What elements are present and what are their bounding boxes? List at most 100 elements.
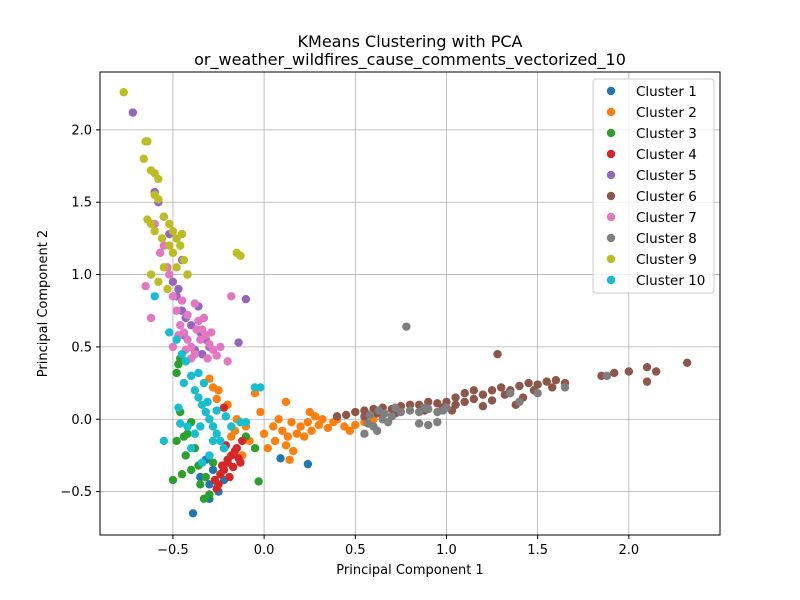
legend-marker (606, 254, 616, 264)
data-point (420, 403, 429, 412)
axis-ticks: −0.5 0.0 0.5 1.0 1.5 2.0 −0.5 0.0 0.5 1.0 1.5 2.0 (60, 123, 639, 558)
data-point (186, 465, 196, 475)
data-point (405, 406, 415, 415)
data-point (341, 410, 351, 420)
x-tick-label: 0.0 (254, 543, 275, 558)
data-point (172, 306, 181, 315)
data-point (548, 383, 557, 392)
data-point (487, 386, 497, 395)
data-point (493, 349, 502, 359)
data-point (642, 377, 652, 386)
data-point (223, 455, 232, 464)
data-point (190, 429, 200, 438)
data-point (230, 446, 240, 456)
data-point (216, 342, 225, 352)
data-point (183, 270, 192, 279)
data-point (146, 313, 156, 323)
data-point (351, 420, 360, 430)
data-point (259, 429, 269, 438)
legend-label: Cluster 4 (636, 147, 697, 163)
x-tick-label: 1.0 (436, 543, 457, 558)
data-point (172, 335, 181, 344)
data-point (281, 397, 291, 407)
data-point (155, 248, 165, 258)
data-point (181, 357, 190, 366)
data-point (208, 465, 218, 475)
data-point (190, 386, 200, 395)
y-tick-label: 1.0 (71, 268, 92, 283)
data-point (365, 410, 375, 420)
data-point (227, 422, 236, 431)
legend-label: Cluster 6 (636, 189, 697, 205)
data-point (150, 292, 159, 301)
data-point (201, 472, 210, 482)
legend-marker (606, 149, 616, 159)
data-point (186, 443, 196, 453)
data-point (196, 480, 205, 489)
x-tick-label: −0.5 (157, 543, 189, 558)
data-point (303, 417, 313, 427)
data-point (217, 461, 227, 470)
data-point (227, 292, 236, 301)
x-tick-label: 1.5 (527, 543, 548, 558)
legend-box (592, 78, 715, 294)
data-point (236, 251, 245, 260)
data-point (177, 470, 187, 479)
data-point (318, 415, 327, 424)
data-point (172, 368, 181, 378)
y-tick-label: 1.5 (71, 196, 92, 211)
data-point (159, 436, 169, 446)
data-point (205, 415, 214, 424)
data-point (197, 458, 207, 467)
data-point (469, 386, 479, 395)
data-point (186, 371, 196, 381)
data-point (533, 389, 542, 398)
data-point (159, 212, 169, 221)
data-point (438, 406, 448, 415)
data-point (276, 454, 285, 463)
data-point (487, 396, 497, 405)
data-point (274, 415, 283, 424)
data-point (560, 383, 570, 392)
data-point (296, 422, 305, 431)
data-point (241, 417, 251, 427)
data-point (433, 417, 442, 427)
data-point (157, 234, 167, 243)
data-point (159, 263, 169, 272)
data-point (188, 509, 198, 518)
legend-label: Cluster 5 (636, 168, 697, 184)
data-point (551, 375, 561, 385)
legend-marker (606, 86, 616, 96)
data-point (405, 400, 415, 409)
data-point (303, 459, 313, 469)
legend-marker (606, 170, 616, 180)
data-point (141, 281, 150, 291)
data-point (624, 367, 634, 376)
data-point (177, 296, 187, 305)
data-point (238, 436, 247, 446)
y-tick-label: 0.5 (71, 340, 92, 355)
legend-label: Cluster 7 (636, 210, 697, 226)
data-point (179, 255, 189, 265)
data-point (119, 88, 128, 97)
data-point (236, 458, 245, 467)
data-point (469, 394, 479, 404)
data-point (181, 451, 190, 460)
legend-marker (606, 107, 616, 117)
data-point (139, 154, 148, 164)
data-point (174, 403, 183, 412)
data-point (610, 368, 619, 378)
data-point (177, 349, 187, 359)
data-point (165, 270, 174, 279)
data-point (283, 432, 293, 441)
data-point (380, 409, 389, 418)
data-point (165, 328, 174, 337)
data-point (168, 277, 178, 286)
chart-subtitle: or_weather_wildfires_cause_comments_vect… (194, 50, 626, 70)
data-point (146, 219, 156, 229)
legend-marker (606, 128, 616, 138)
data-point (208, 458, 218, 467)
legend-label: Cluster 10 (636, 273, 705, 289)
data-point (391, 403, 400, 412)
